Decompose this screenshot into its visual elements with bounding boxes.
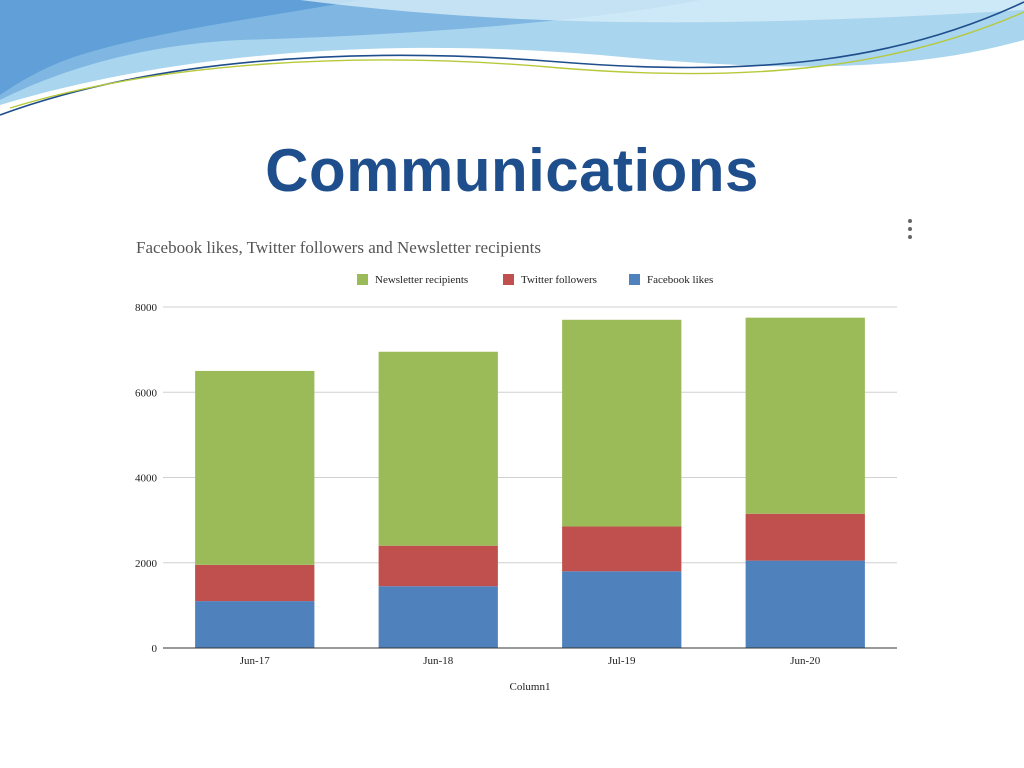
menu-dot	[908, 219, 912, 223]
bar-facebook-likes-jun-17[interactable]	[195, 601, 315, 648]
bar-facebook-likes-jul-19[interactable]	[562, 571, 682, 648]
x-tick-label: Jun-20	[790, 655, 820, 667]
wave-banner	[0, 0, 1024, 116]
slide-title: Communications	[265, 137, 759, 204]
legend-label: Twitter followers	[521, 274, 597, 286]
bar-newsletter-recipients-jun-17[interactable]	[195, 370, 315, 565]
bar-newsletter-recipients-jun-18[interactable]	[378, 351, 498, 546]
y-tick-label: 4000	[135, 473, 158, 485]
banner-line-navy	[0, 1, 1024, 116]
banner-wave-dark	[0, 0, 360, 95]
menu-dot	[908, 235, 912, 239]
more-vert-icon[interactable]	[903, 219, 917, 239]
y-tick-label: 2000	[135, 558, 158, 570]
chart-legend: Newsletter recipients Twitter followers Fa…	[357, 274, 713, 286]
bar-newsletter-recipients-jun-20[interactable]	[745, 317, 865, 514]
bar-twitter-followers-jun-17[interactable]	[195, 564, 315, 602]
x-axis-label: Column1	[510, 681, 551, 693]
bar-facebook-likes-jun-20[interactable]	[745, 560, 865, 648]
y-tick-label: 0	[152, 643, 158, 655]
bar-twitter-followers-jun-18[interactable]	[378, 545, 498, 587]
chart-title: Facebook likes, Twitter followers and Ne…	[136, 238, 541, 257]
legend-swatch	[629, 274, 640, 285]
bar-twitter-followers-jun-20[interactable]	[745, 513, 865, 561]
y-axis-ticks: 0 2000 4000 6000 8000	[135, 302, 158, 655]
y-tick-label: 8000	[135, 302, 158, 314]
x-tick-label: Jul-19	[608, 655, 636, 667]
bar-facebook-likes-jun-18[interactable]	[378, 586, 498, 648]
x-tick-label: Jun-17	[240, 655, 270, 667]
legend-label: Newsletter recipients	[375, 274, 468, 286]
chart-bars	[195, 317, 865, 648]
y-tick-label: 6000	[135, 387, 158, 399]
bar-twitter-followers-jul-19[interactable]	[562, 526, 682, 572]
banner-line-green	[9, 11, 1024, 109]
menu-dot	[908, 227, 912, 231]
x-tick-label: Jun-18	[423, 655, 453, 667]
legend-swatch	[357, 274, 368, 285]
legend-swatch	[503, 274, 514, 285]
banner-highlight	[300, 0, 1024, 23]
bar-newsletter-recipients-jul-19[interactable]	[562, 319, 682, 527]
x-axis-ticks: Jun-17 Jun-18 Jul-19 Jun-20	[240, 655, 821, 667]
legend-label: Facebook likes	[647, 274, 713, 286]
